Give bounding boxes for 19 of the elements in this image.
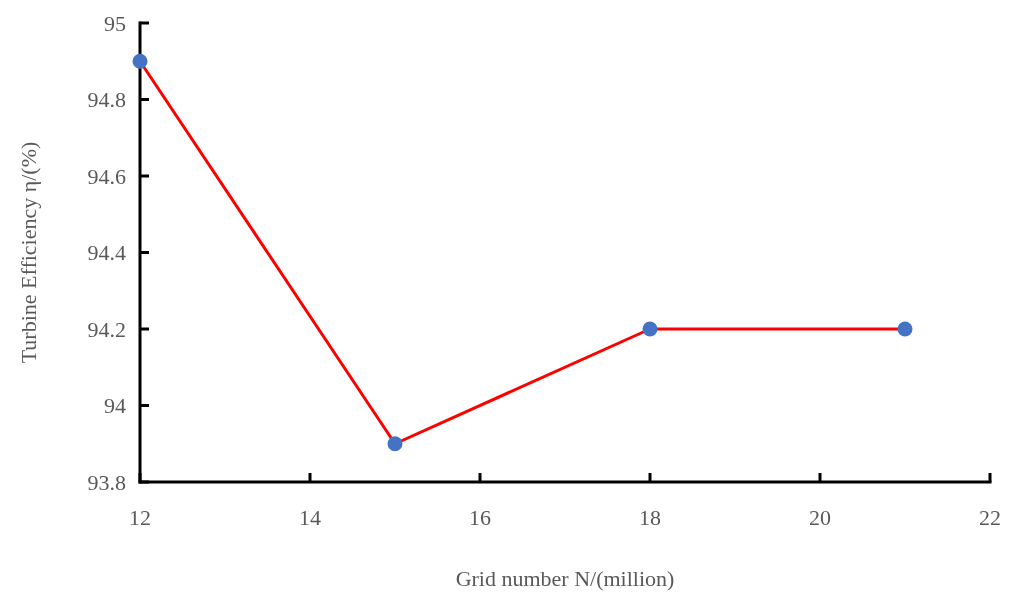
- x-tick-label: 22: [979, 505, 1001, 530]
- x-tick-label: 12: [129, 505, 151, 530]
- point: [897, 321, 913, 337]
- point: [642, 321, 658, 337]
- x-axis-title: Grid number N/(million): [455, 566, 675, 591]
- y-tick-label: 95: [104, 10, 126, 36]
- y-tick-label: 94: [104, 393, 126, 419]
- x-tick-label: 14: [299, 505, 321, 530]
- y-tick-label: 94.8: [87, 87, 126, 113]
- y-axis-title: Turbine Efficiency η/(%): [16, 141, 41, 364]
- point: [387, 436, 403, 452]
- y-tick-label: 93.8: [87, 469, 126, 495]
- y-tick-label: 94.4: [87, 240, 126, 266]
- x-tick-label: 18: [639, 505, 661, 530]
- point: [132, 53, 148, 69]
- x-tick-label: 20: [809, 505, 831, 530]
- y-tick-label: 94.2: [87, 316, 126, 342]
- x-tick-label: 16: [469, 505, 491, 530]
- y-tick-label: 94.6: [87, 163, 126, 189]
